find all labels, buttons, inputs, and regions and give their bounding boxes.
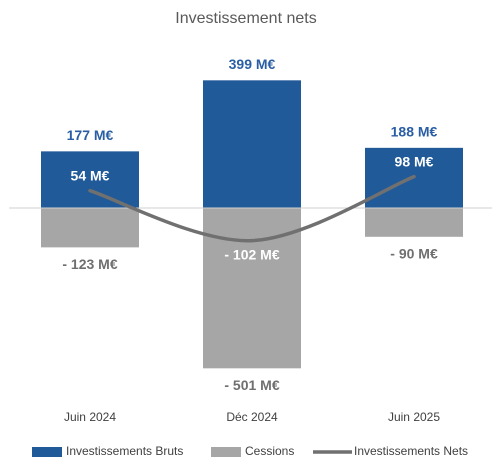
legend-label: Investissements Bruts <box>66 444 183 458</box>
legend-label: Investissements Nets <box>354 444 468 458</box>
bar <box>203 80 301 208</box>
legend-swatch <box>32 447 62 457</box>
line <box>88 174 416 243</box>
value-label: 399 M€ <box>229 56 276 72</box>
x-tick-label: Juin 2025 <box>388 410 440 424</box>
x-tick-label: Déc 2024 <box>226 410 278 424</box>
bar <box>365 208 463 237</box>
value-label: - 90 M€ <box>390 246 438 262</box>
bar <box>41 208 139 248</box>
value-label: - 501 M€ <box>224 377 279 393</box>
chart-title: Investissement nets <box>175 10 316 27</box>
value-label: 54 M€ <box>71 167 110 183</box>
x-tick-label: Juin 2024 <box>64 410 116 424</box>
legend-label: Cessions <box>245 444 294 458</box>
value-label: - 102 M€ <box>224 246 279 262</box>
bar <box>203 208 301 369</box>
legend-swatch <box>211 447 241 457</box>
value-label: 98 M€ <box>395 153 434 169</box>
bar <box>41 151 139 208</box>
value-label: 188 M€ <box>391 124 438 140</box>
value-label: - 123 M€ <box>62 256 117 272</box>
value-label: 177 M€ <box>67 127 114 143</box>
